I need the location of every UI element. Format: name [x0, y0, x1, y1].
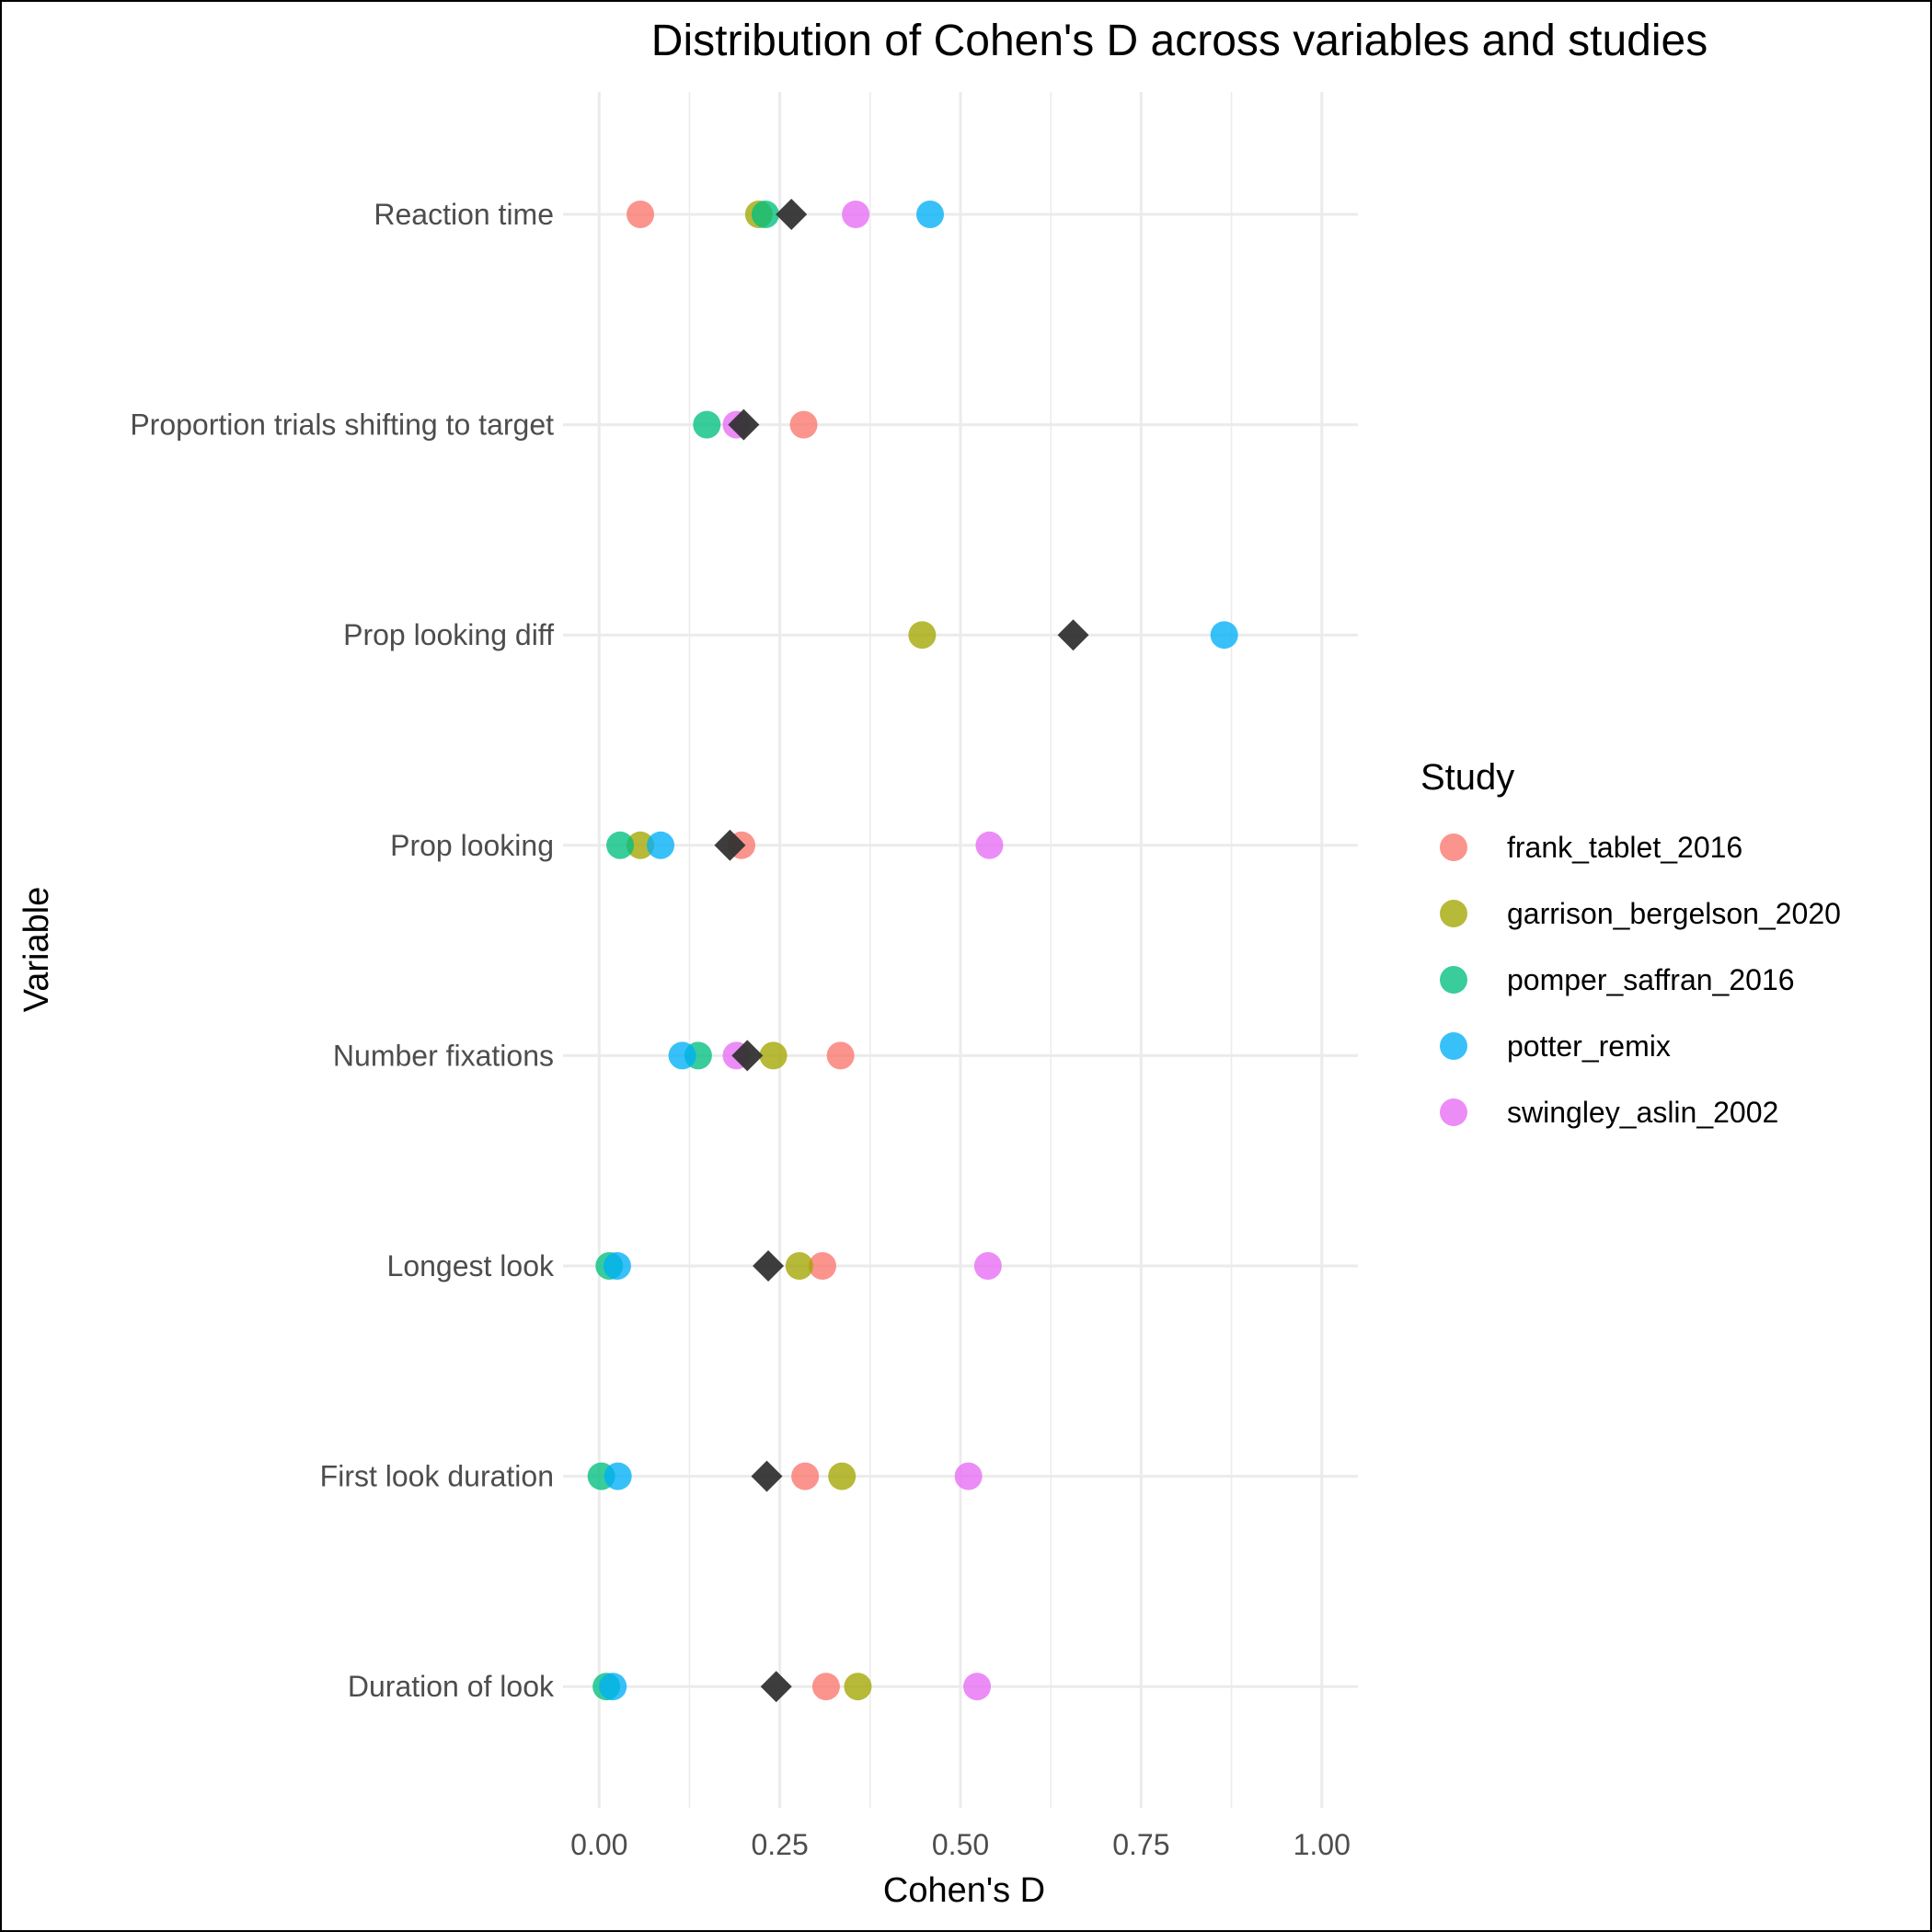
legend-items: frank_tablet_2016 garrison_bergelson_2020…: [1440, 831, 1841, 1129]
y-tick-labels: Reaction time Proportion trials shifting …: [130, 198, 555, 1703]
legend-label: garrison_bergelson_2020: [1507, 897, 1841, 930]
data-point: [844, 1673, 872, 1701]
data-point: [693, 410, 721, 439]
y-tick-label: First look duration: [320, 1460, 554, 1493]
legend-swatch: [1440, 966, 1467, 994]
summary-diamond: [714, 829, 746, 861]
summary-diamond: [753, 1250, 785, 1282]
x-tick-labels: 0.00 0.25 0.50 0.75 1.00: [570, 1828, 1351, 1861]
summary-diamond: [760, 1671, 792, 1703]
data-point: [789, 410, 818, 439]
legend-title: Study: [1420, 757, 1514, 798]
data-point: [973, 1252, 1002, 1280]
legend-label: swingley_aslin_2002: [1507, 1096, 1778, 1129]
data-point: [828, 1462, 857, 1490]
data-point: [916, 201, 945, 228]
summary-diamond: [728, 408, 760, 441]
data-point: [954, 1462, 983, 1490]
legend-swatch: [1440, 1098, 1467, 1126]
x-tick-label: 0.00: [570, 1828, 627, 1861]
data-point: [826, 1041, 855, 1070]
y-tick-label: Longest look: [387, 1249, 555, 1282]
summary-diamond: [1057, 619, 1089, 651]
data-point: [599, 1673, 627, 1701]
x-tick-label: 0.25: [751, 1828, 808, 1861]
y-tick-label: Prop looking: [390, 829, 554, 862]
legend-swatch: [1440, 834, 1467, 861]
data-point: [627, 831, 655, 859]
data-point: [811, 1673, 840, 1701]
data-point: [785, 1252, 813, 1280]
summary-diamond: [731, 1040, 764, 1072]
legend-swatch: [1440, 1032, 1467, 1060]
data-point: [791, 1462, 820, 1490]
x-axis-title: Cohen's D: [883, 1871, 1045, 1910]
data-point: [606, 831, 635, 859]
data-point: [975, 831, 1004, 859]
data-point: [668, 1041, 696, 1070]
data-point: [1210, 621, 1238, 650]
legend-swatch: [1440, 900, 1467, 927]
y-tick-label: Number fixations: [333, 1039, 554, 1072]
data-point: [842, 201, 870, 228]
data-point: [647, 831, 675, 859]
data-point: [908, 621, 937, 650]
x-tick-label: 0.75: [1112, 1828, 1169, 1861]
y-tick-label: Prop looking diff: [343, 618, 554, 651]
data-point: [963, 1673, 992, 1701]
data-point: [808, 1252, 836, 1280]
x-tick-label: 1.00: [1294, 1828, 1351, 1861]
data-point: [603, 1252, 631, 1280]
data-point: [751, 201, 779, 228]
y-axis-title: Variable: [17, 887, 56, 1013]
y-tick-label: Proportion trials shifting to target: [130, 408, 554, 442]
legend-label: frank_tablet_2016: [1507, 831, 1742, 864]
data-point: [627, 201, 655, 228]
legend-label: potter_remix: [1507, 1029, 1671, 1063]
summary-diamond: [776, 199, 808, 230]
data-point: [759, 1041, 788, 1070]
legend-label: pomper_saffran_2016: [1507, 963, 1795, 996]
y-tick-label: Duration of look: [348, 1670, 555, 1703]
summary-diamond: [751, 1460, 783, 1492]
y-tick-label: Reaction time: [374, 198, 554, 231]
data-point: [604, 1462, 632, 1490]
x-tick-label: 0.50: [932, 1828, 989, 1861]
data-points: [587, 199, 1238, 1703]
chart-title: Distribution of Cohen's D across variabl…: [651, 17, 1708, 65]
legend: Study frank_tablet_2016 garrison_bergelso…: [1420, 757, 1841, 1129]
